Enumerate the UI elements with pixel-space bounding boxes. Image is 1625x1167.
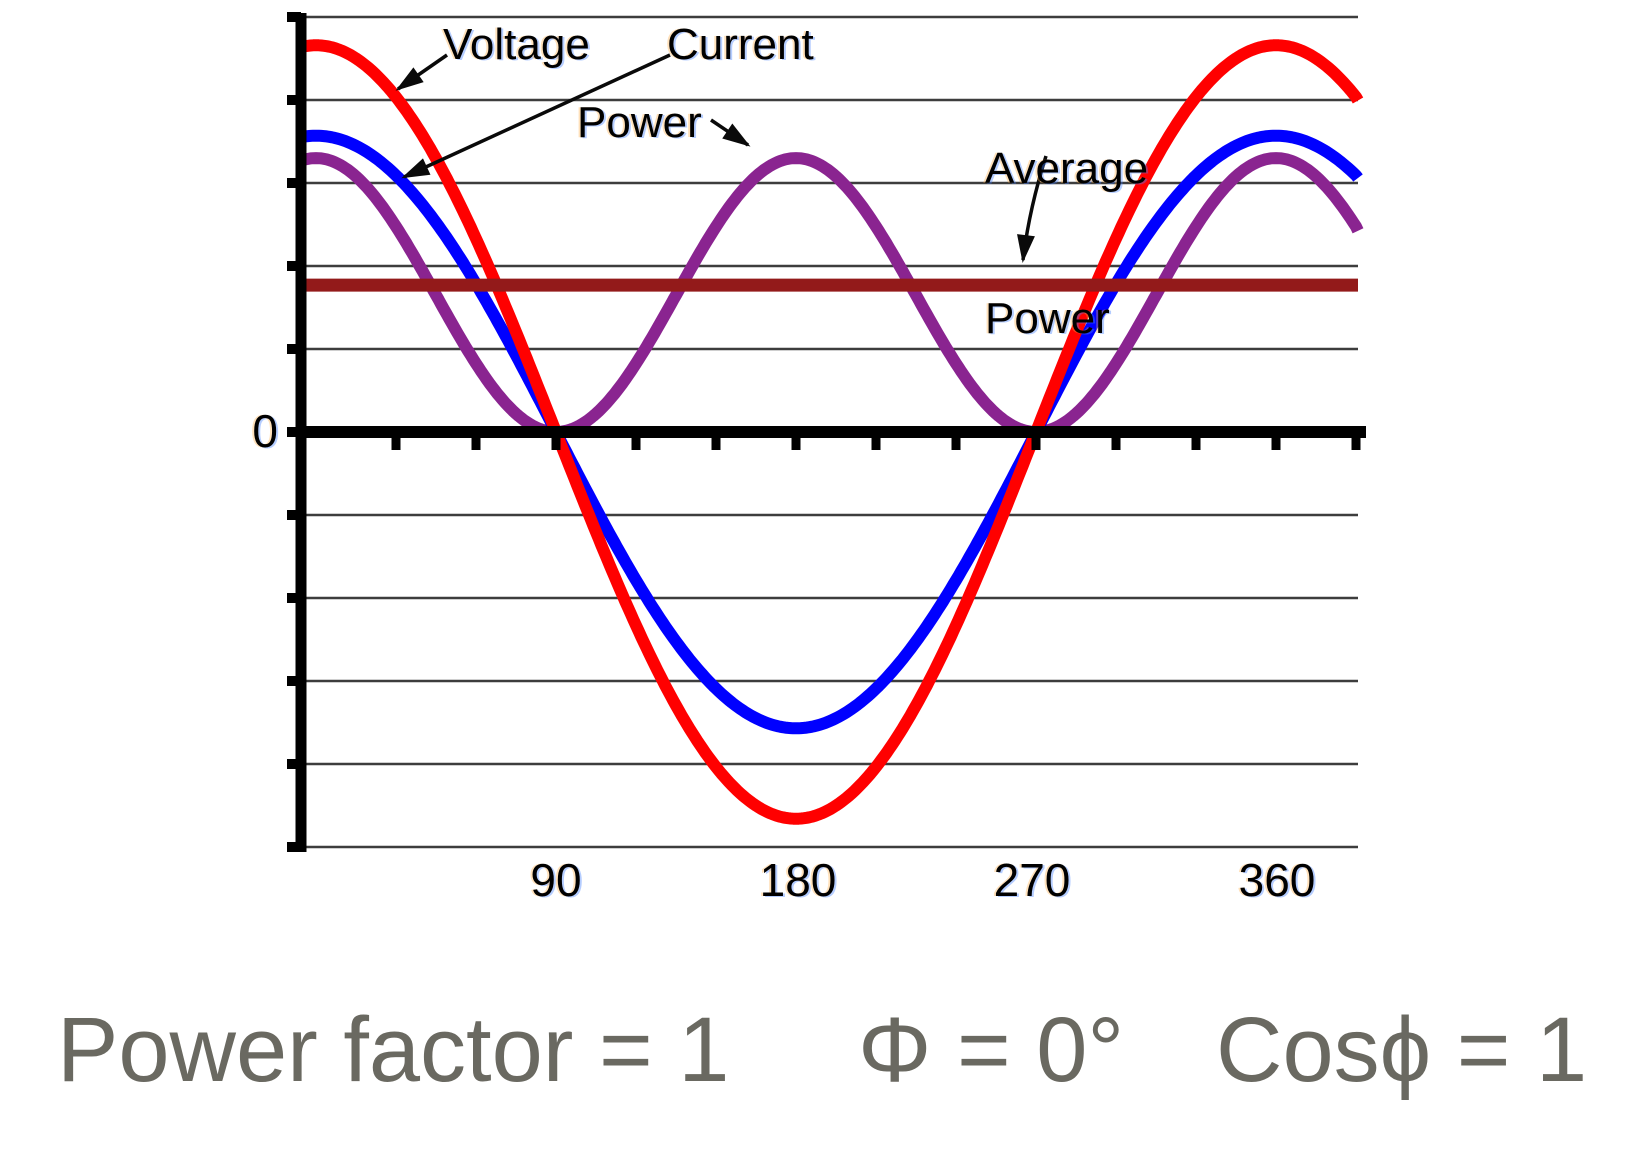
voltage-label: Voltage — [443, 20, 590, 69]
caption-row: Power factor = 1 Φ = 0° Cosϕ = 1 — [0, 999, 1625, 1130]
y-axis-zero-label: 0 — [252, 405, 278, 457]
x-tick-label-180: 180 — [759, 854, 837, 906]
average-power-label: Average Power — [985, 44, 1148, 444]
caption-phi: Φ = 0° — [858, 999, 1125, 1101]
x-tick-label-90: 90 — [530, 854, 582, 906]
caption-cos-phi: Cosϕ = 1 — [1216, 999, 1588, 1101]
x-tick-label-270: 270 — [993, 854, 1071, 906]
power-label: Power — [577, 98, 702, 147]
average-power-label-line1: Average — [985, 144, 1149, 193]
caption-power-factor: Power factor = 1 — [57, 999, 730, 1101]
current-label: Current — [667, 20, 814, 69]
x-tick-label-360: 360 — [1238, 854, 1316, 906]
average-power-label-line2: Power — [985, 294, 1110, 343]
